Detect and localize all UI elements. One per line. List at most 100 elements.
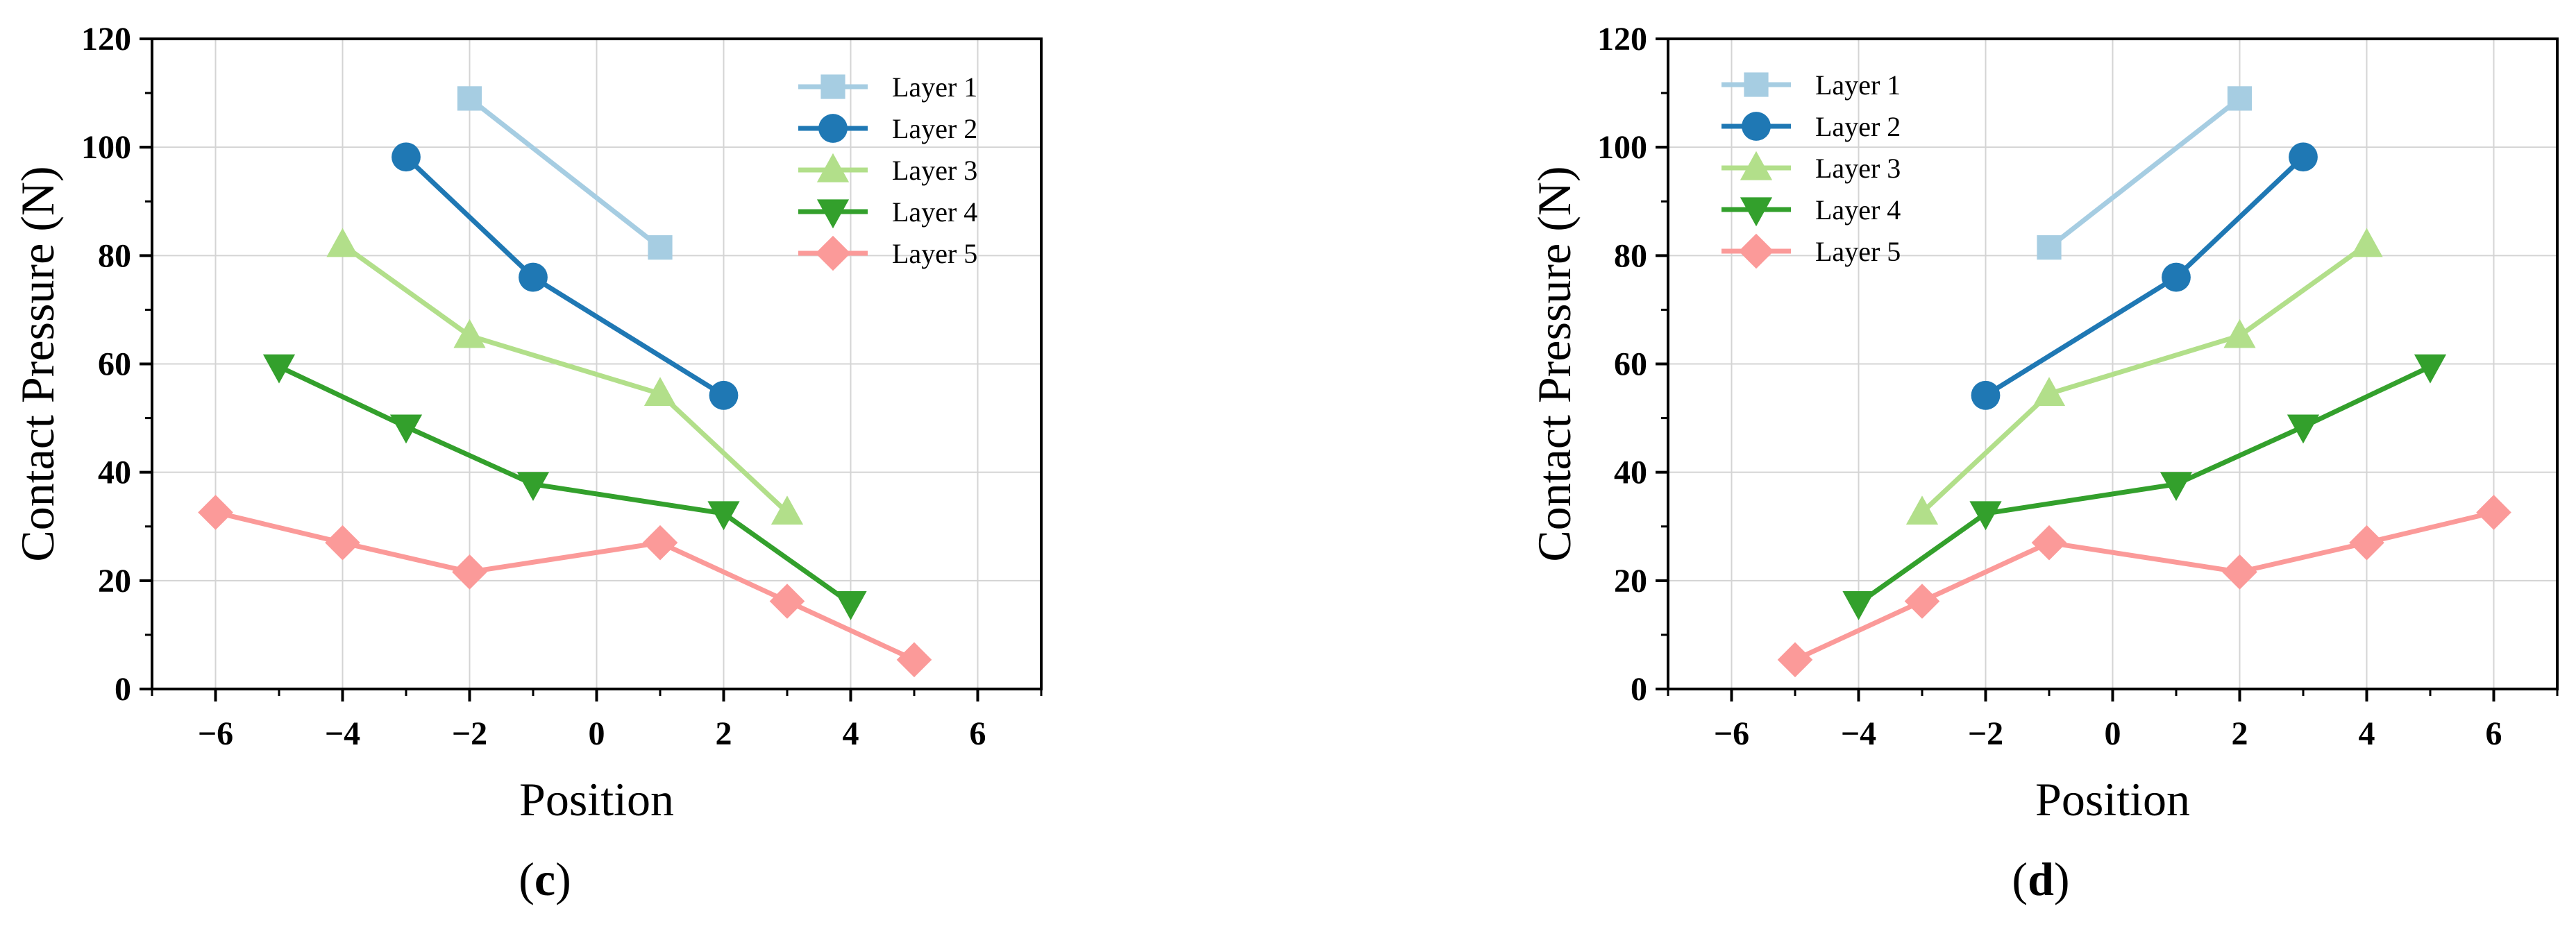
series-line <box>1920 242 2368 515</box>
y-tick-label: 80 <box>1614 237 1647 274</box>
data-point <box>1777 642 1813 678</box>
data-point <box>834 591 867 620</box>
y-tick-label: 100 <box>81 129 131 166</box>
y-axis-title: Contact Pressure (N) <box>1528 166 1581 561</box>
series-layer-2 <box>392 142 739 410</box>
y-tick-label: 40 <box>1614 454 1647 491</box>
y-axis-title: Contact Pressure (N) <box>11 166 64 561</box>
data-point <box>643 377 677 407</box>
legend-label: Layer 1 <box>1815 69 1901 101</box>
series-layer-1 <box>457 86 673 260</box>
series-line <box>2047 96 2241 250</box>
y-tick-label: 0 <box>115 671 131 708</box>
data-point <box>2223 318 2256 348</box>
x-tick-label: −2 <box>452 715 487 752</box>
series-line <box>404 155 725 398</box>
legend: Layer 1 Layer 2 Layer 3 Layer 4 Layer 5 <box>798 71 977 271</box>
y-tick-label: 20 <box>98 563 131 599</box>
x-tick-label: −6 <box>198 715 233 752</box>
series-layer-5 <box>198 495 932 678</box>
data-point <box>2032 377 2066 407</box>
x-tick-label: −6 <box>1714 715 1749 752</box>
y-tick-label: 0 <box>1631 671 1647 708</box>
legend-label: Layer 5 <box>1815 236 1901 267</box>
data-point <box>2350 228 2383 257</box>
legend-marker <box>1738 233 1774 269</box>
x-tick-label: 4 <box>2359 715 2375 752</box>
data-point <box>452 554 487 590</box>
data-point <box>709 380 739 410</box>
data-point <box>392 142 421 172</box>
x-tick-label: 4 <box>843 715 859 752</box>
legend-marker <box>1744 72 1769 97</box>
series-layer-5 <box>1777 495 2511 678</box>
series-layer-4 <box>1842 354 2447 620</box>
x-axis-title: Position <box>519 773 674 826</box>
legend: Layer 1 Layer 2 Layer 3 Layer 4 Layer 5 <box>1721 69 1901 269</box>
x-tick-label: 2 <box>716 715 732 752</box>
y-tick-label: 100 <box>1597 129 1647 166</box>
legend-marker <box>816 199 850 229</box>
data-point <box>642 525 678 561</box>
legend-marker <box>815 235 851 271</box>
legend-marker <box>1740 197 1773 227</box>
series-layer-3 <box>326 228 804 525</box>
data-point <box>2160 472 2193 502</box>
data-point <box>2287 414 2320 444</box>
series-line <box>1794 510 2495 663</box>
panel-label: (d) <box>2012 853 2069 905</box>
x-axis-title: Position <box>2035 773 2190 826</box>
data-point <box>389 414 423 444</box>
data-point <box>1971 380 2001 410</box>
legend-marker <box>1742 112 1771 141</box>
chart-panel-d: −6 −4 −2 0 2 4 6020406080100120PositionContact… <box>1528 21 2559 905</box>
legend-marker <box>1740 151 1773 180</box>
data-point <box>1905 495 1939 525</box>
x-tick-label: 0 <box>2105 715 2121 752</box>
data-point <box>2222 554 2257 590</box>
x-tick-label: −4 <box>325 715 360 752</box>
y-tick-label: 60 <box>98 346 131 383</box>
series-layer-3 <box>1905 228 2383 525</box>
data-point <box>516 472 550 502</box>
data-point <box>325 525 360 561</box>
legend-label: Layer 3 <box>892 155 977 186</box>
legend-label: Layer 3 <box>1815 153 1901 184</box>
y-tick-label: 40 <box>98 454 131 491</box>
data-point <box>1842 591 1875 620</box>
y-tick-label: 20 <box>1614 563 1647 599</box>
legend-marker <box>820 74 845 99</box>
x-tick-label: −4 <box>1841 715 1876 752</box>
data-point <box>1969 501 2002 531</box>
y-tick-label: 60 <box>1614 346 1647 383</box>
data-point <box>896 642 932 678</box>
data-point <box>198 495 233 530</box>
data-point <box>2476 495 2511 530</box>
series-line <box>214 510 916 663</box>
data-point <box>2037 235 2062 260</box>
legend-marker <box>816 153 850 182</box>
data-point <box>453 318 486 348</box>
legend-label: Layer 4 <box>892 196 977 228</box>
x-tick-label: 6 <box>2486 715 2502 752</box>
data-point <box>771 495 804 525</box>
x-tick-label: −2 <box>1968 715 2003 752</box>
data-point <box>707 501 740 531</box>
x-tick-label: 0 <box>589 715 605 752</box>
data-point <box>2349 525 2384 561</box>
data-point <box>2162 262 2191 292</box>
data-point <box>519 262 548 292</box>
panel-label: (c) <box>519 853 571 905</box>
data-point <box>2414 354 2447 384</box>
x-tick-label: 2 <box>2232 715 2248 752</box>
legend-label: Layer 1 <box>892 71 977 103</box>
series-line <box>1984 155 2305 398</box>
series-line <box>341 242 789 515</box>
legend-label: Layer 2 <box>1815 111 1901 142</box>
data-point <box>2227 86 2253 111</box>
series-line <box>278 364 852 606</box>
x-tick-label: 6 <box>970 715 986 752</box>
data-point <box>457 86 482 111</box>
legend-label: Layer 5 <box>892 238 977 269</box>
